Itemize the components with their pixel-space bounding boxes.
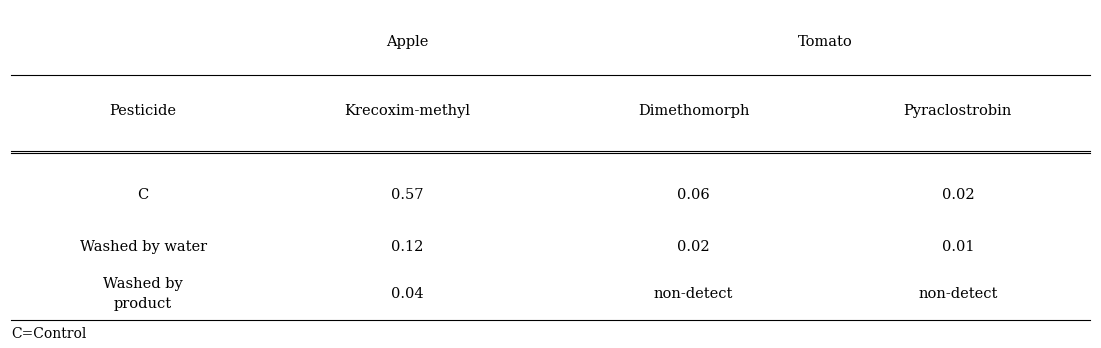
- Text: Pesticide: Pesticide: [110, 104, 176, 118]
- Text: C=Control: C=Control: [11, 327, 86, 341]
- Text: 0.02: 0.02: [941, 188, 974, 202]
- Text: Tomato: Tomato: [798, 35, 853, 49]
- Text: Apple: Apple: [386, 35, 428, 49]
- Text: non-detect: non-detect: [654, 287, 733, 301]
- Text: non-detect: non-detect: [918, 287, 998, 301]
- Text: 0.04: 0.04: [391, 287, 424, 301]
- Text: 0.01: 0.01: [941, 240, 974, 254]
- Text: Dimethomorph: Dimethomorph: [637, 104, 750, 118]
- Text: Washed by water: Washed by water: [79, 240, 207, 254]
- Text: 0.02: 0.02: [677, 240, 710, 254]
- Text: 0.57: 0.57: [391, 188, 424, 202]
- Text: Washed by
product: Washed by product: [103, 277, 183, 311]
- Text: 0.12: 0.12: [391, 240, 424, 254]
- Text: Pyraclostrobin: Pyraclostrobin: [904, 104, 1012, 118]
- Text: 0.06: 0.06: [677, 188, 710, 202]
- Text: C: C: [138, 188, 149, 202]
- Text: Krecoxim-methyl: Krecoxim-methyl: [345, 104, 470, 118]
